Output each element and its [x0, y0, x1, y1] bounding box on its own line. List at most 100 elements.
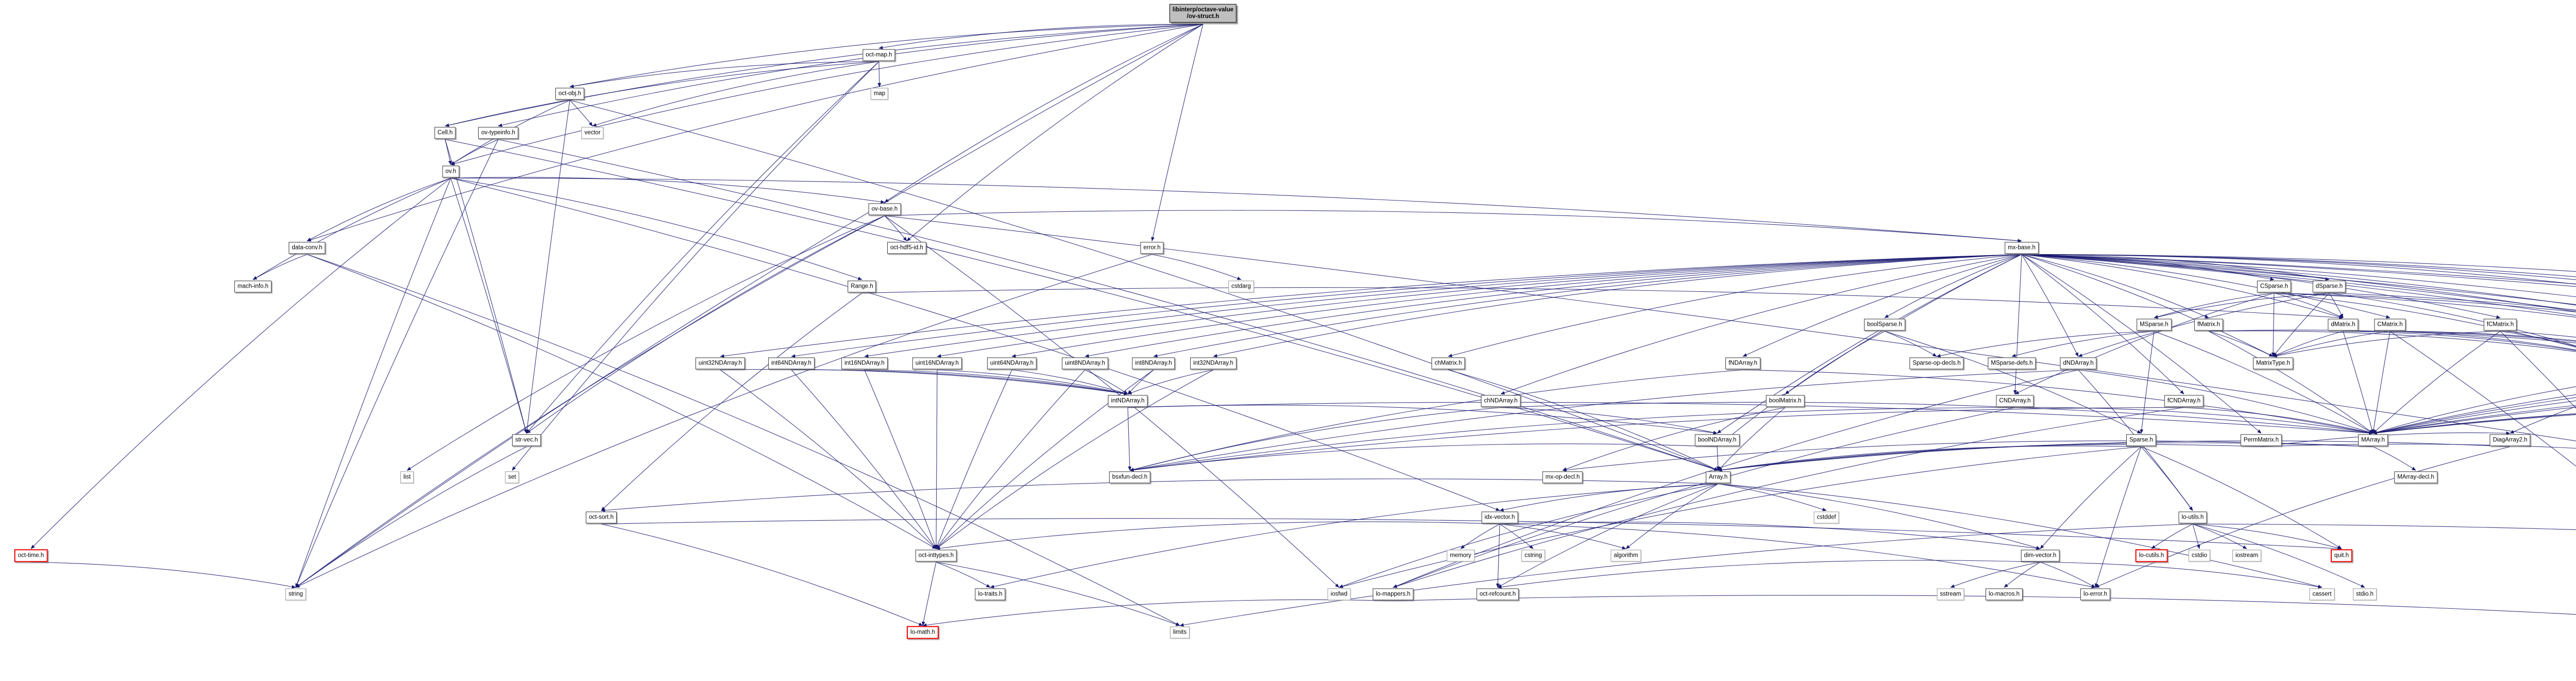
edge-root-to-ov-typeinfo	[498, 24, 1204, 127]
node-array[interactable]: Array.h	[1705, 471, 1731, 484]
node-lo-utils[interactable]: lo-utils.h	[2178, 511, 2207, 524]
node-oct-obj[interactable]: oct-obj.h	[555, 88, 585, 100]
edge-root-to-oct-map	[878, 24, 1204, 49]
node-lo-traits[interactable]: lo-traits.h	[975, 588, 1006, 601]
node-diagarray2[interactable]: DiagArray2.h	[2489, 434, 2531, 446]
edge-ov-to-data-conv	[307, 177, 451, 241]
node-dsparse[interactable]: dSparse.h	[2312, 280, 2346, 293]
edge-oct-inttypes-to-lo-traits	[936, 561, 991, 588]
edge-mx-base-to-dmatrix	[2021, 254, 2344, 319]
node-ov-typeinfo[interactable]: ov-typeinfo.h	[478, 127, 518, 139]
node-range[interactable]: Range.h	[848, 280, 876, 293]
node-mx-base[interactable]: mx-base.h	[2005, 242, 2039, 254]
node-sparse[interactable]: Sparse.h	[2126, 434, 2157, 446]
node-msparse[interactable]: MSparse.h	[2137, 319, 2172, 331]
edge-dsparse-to-det	[2329, 292, 2576, 346]
node-uint64nda[interactable]: uint64NDArray.h	[987, 357, 1037, 370]
node-int16nda[interactable]: int16NDArray.h	[841, 357, 888, 370]
node-mx-op-decl[interactable]: mx-op-decl.h	[1542, 471, 1583, 484]
node-oct-sort[interactable]: oct-sort.h	[586, 511, 617, 524]
node-marray-decl[interactable]: MArray-decl.h	[2394, 471, 2437, 484]
node-csparse[interactable]: CSparse.h	[2257, 280, 2292, 293]
node-lo-math[interactable]: lo-math.h	[907, 626, 939, 639]
node-int64nda[interactable]: int64NDArray.h	[768, 357, 815, 370]
node-mach-info[interactable]: mach-info.h	[234, 280, 272, 293]
edge-lo-utils-to-cstdio	[2192, 524, 2200, 549]
edge-int16nda-to-oct-inttypes	[864, 370, 937, 549]
edge-mx-base-to-fcdiagmatrix	[2021, 254, 2576, 272]
node-sstream: sstream	[1937, 588, 1964, 601]
edge-root-to-oct-hdf5-id	[906, 24, 1204, 241]
node-boolmatrix[interactable]: boolMatrix.h	[1766, 395, 1805, 407]
node-msparse-defs[interactable]: MSparse-defs.h	[1988, 357, 2036, 370]
node-lo-mappers[interactable]: lo-mappers.h	[1372, 588, 1414, 601]
edge-dcolvector-to-marray	[2372, 397, 2576, 435]
node-ov-base[interactable]: ov-base.h	[868, 203, 901, 215]
edge-ov-base-to-string	[295, 215, 885, 588]
edge-dim-vector-to-lo-error	[2040, 561, 2096, 588]
node-int32nda[interactable]: int32NDArray.h	[1190, 357, 1236, 370]
node-cmatrix[interactable]: CMatrix.h	[2374, 319, 2406, 331]
node-idx-vector[interactable]: idx-vector.h	[1481, 511, 1518, 524]
node-stdio: stdio.h	[2353, 588, 2377, 601]
edge-mx-base-to-chndarray	[1500, 254, 2022, 395]
edge-range-to-oct-sort	[601, 293, 862, 511]
node-str-vec[interactable]: str-vec.h	[512, 434, 541, 446]
edge-dim-vector-to-sstream	[1950, 561, 2041, 588]
node-cell[interactable]: Cell.h	[434, 127, 456, 139]
node-cndarray[interactable]: CNDArray.h	[1996, 395, 2034, 407]
node-sparse-op-decls[interactable]: Sparse-op-decls.h	[1909, 357, 1964, 370]
node-oct-map[interactable]: oct-map.h	[862, 49, 895, 61]
node-oct-time[interactable]: oct-time.h	[14, 549, 48, 562]
node-matrixtype[interactable]: MatrixType.h	[2253, 357, 2293, 370]
node-fcndarray[interactable]: fCNDArray.h	[2164, 395, 2204, 407]
node-bsxfun-decl[interactable]: bsxfun-decl.h	[1109, 471, 1151, 484]
node-dmatrix[interactable]: dMatrix.h	[2328, 319, 2359, 331]
node-uint32nda[interactable]: uint32NDArray.h	[695, 357, 745, 370]
node-chmatrix[interactable]: chMatrix.h	[1431, 357, 1465, 370]
node-quit[interactable]: quit.h	[2330, 549, 2353, 562]
node-iostream: iostream	[2232, 550, 2262, 562]
edge-ov-base-to-list	[406, 215, 885, 471]
node-fcmatrix[interactable]: fCMatrix.h	[2483, 319, 2517, 331]
edge-fcndarray-to-bsxfun-decl	[1129, 407, 2184, 472]
node-boolsparse[interactable]: boolSparse.h	[1864, 319, 1905, 331]
edge-sparse-to-lo-utils	[2141, 446, 2193, 511]
node-oct-inttypes[interactable]: oct-inttypes.h	[915, 550, 957, 562]
node-fmatrix[interactable]: fMatrix.h	[2194, 319, 2224, 331]
node-lo-error[interactable]: lo-error.h	[2080, 588, 2111, 601]
edge-root-to-string	[295, 24, 1204, 588]
node-error[interactable]: error.h	[1140, 242, 1164, 254]
edge-uint16nda-to-intndarray	[937, 369, 1128, 395]
node-root: libinterp/octave-value /ov-struct.h	[1169, 4, 1237, 23]
node-ov[interactable]: ov.h	[442, 165, 460, 178]
node-marray[interactable]: MArray.h	[2358, 434, 2388, 446]
node-data-conv[interactable]: data-conv.h	[289, 242, 326, 254]
edge-ov-to-mx-base	[450, 177, 2022, 243]
node-uint8nda[interactable]: uint8NDArray.h	[1062, 357, 1108, 370]
node-permmatrix[interactable]: PermMatrix.h	[2240, 434, 2282, 446]
node-fndarray[interactable]: fNDArray.h	[1725, 357, 1761, 370]
node-chndarray[interactable]: chNDArray.h	[1481, 395, 1521, 407]
node-oct-hdf5-id[interactable]: oct-hdf5-id.h	[887, 242, 926, 254]
node-boolndarray[interactable]: boolNDArray.h	[1694, 434, 1740, 446]
edge-lo-utils-to-limits	[1179, 523, 2193, 627]
edge-sparse-to-lo-error	[2094, 446, 2142, 588]
node-int8nda[interactable]: int8NDArray.h	[1132, 357, 1175, 370]
node-lo-cutils[interactable]: lo-cutils.h	[2135, 549, 2168, 562]
node-intndarray[interactable]: intNDArray.h	[1108, 395, 1148, 407]
edge-mx-base-to-int16nda	[864, 254, 2022, 358]
node-oct-refcount[interactable]: oct-refcount.h	[1476, 588, 1519, 601]
edge-csparse-to-cndarray	[2014, 292, 2275, 394]
edge-array-to-idx-vector	[1499, 483, 1719, 512]
node-lo-macros[interactable]: lo-macros.h	[1985, 588, 2023, 601]
edge-fndarray-to-bsxfun-decl	[1129, 369, 1743, 471]
edge-fcmatrix-to-mdiagarray2	[2500, 330, 2576, 338]
edge-msparse-to-sparse	[2140, 331, 2155, 434]
node-dim-vector[interactable]: dim-vector.h	[2021, 550, 2060, 562]
node-dndarray[interactable]: dNDArray.h	[2060, 357, 2097, 370]
node-uint16nda[interactable]: uint16NDArray.h	[912, 357, 962, 370]
edge-data-conv-to-mach-info	[252, 254, 308, 280]
edge-cmatrix-to-marray	[2371, 331, 2391, 434]
